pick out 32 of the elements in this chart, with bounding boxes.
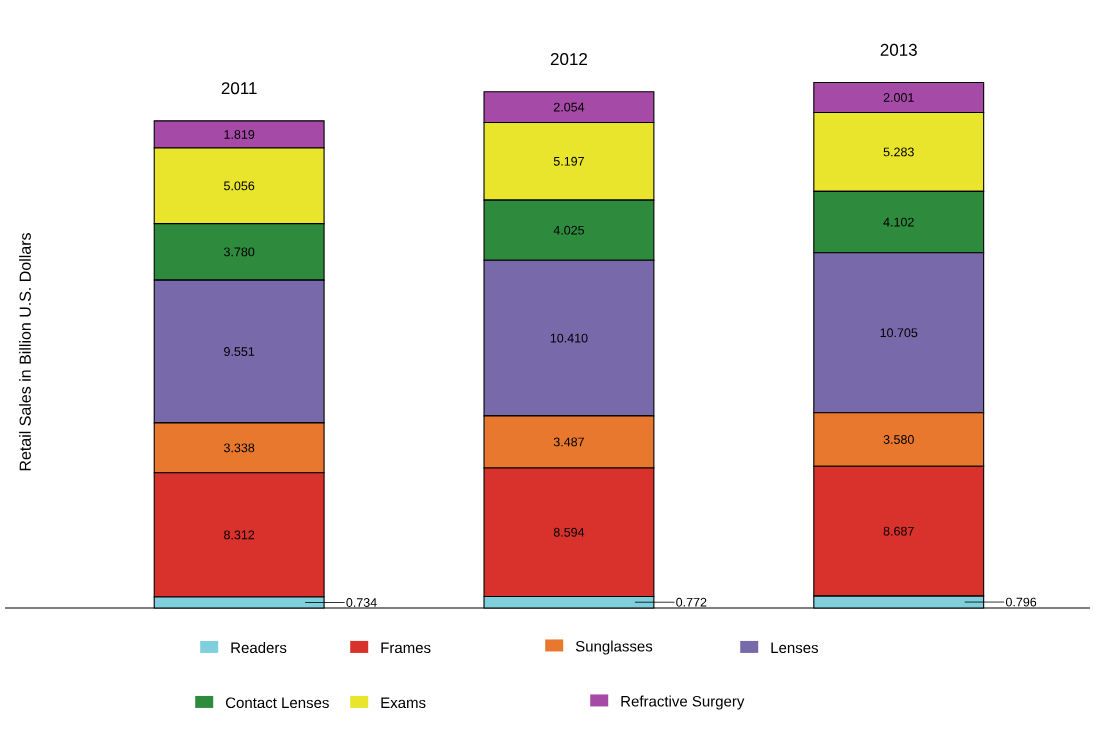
data-label: 3.487	[553, 437, 584, 447]
data-label: 2.001	[883, 93, 914, 102]
legend-label: Exams	[381, 697, 426, 709]
data-label: 3.338	[223, 443, 255, 453]
data-label: 0.772	[676, 597, 707, 607]
data-label: 0.796	[1005, 597, 1037, 607]
data-label: 3.780	[223, 247, 255, 257]
data-label: 4.025	[553, 225, 585, 235]
x-tick-label: 2011	[221, 82, 257, 95]
data-label: 1.819	[224, 130, 255, 139]
data-label: 3.580	[883, 435, 914, 444]
x-tick-label: 2013	[880, 43, 917, 56]
data-label: 9.551	[224, 347, 255, 356]
data-label: 0.734	[346, 598, 377, 607]
legend-label: Readers	[231, 642, 287, 654]
legend-label: Contact Lenses	[225, 697, 329, 709]
legend-label: Sunglasses	[575, 640, 653, 655]
data-label: 8.594	[553, 527, 585, 537]
data-label: 4.102	[883, 217, 914, 227]
legend-label: Frames	[381, 642, 431, 654]
data-label: 5.283	[883, 147, 914, 157]
data-label: 2.054	[553, 102, 585, 112]
data-label: 10.705	[880, 328, 918, 338]
legend-label: Refractive Surgery	[621, 695, 745, 710]
x-tick-label: 2012	[550, 53, 587, 66]
y-axis-title: Retail Sales in Billion U.S. Dollars	[19, 233, 31, 471]
data-label: 8.312	[224, 530, 255, 540]
data-label: 10.410	[550, 333, 588, 343]
data-label: 8.687	[883, 526, 914, 536]
data-label: 5.197	[553, 156, 584, 166]
legend-label: Lenses	[771, 642, 819, 654]
data-label: 5.056	[224, 181, 255, 191]
